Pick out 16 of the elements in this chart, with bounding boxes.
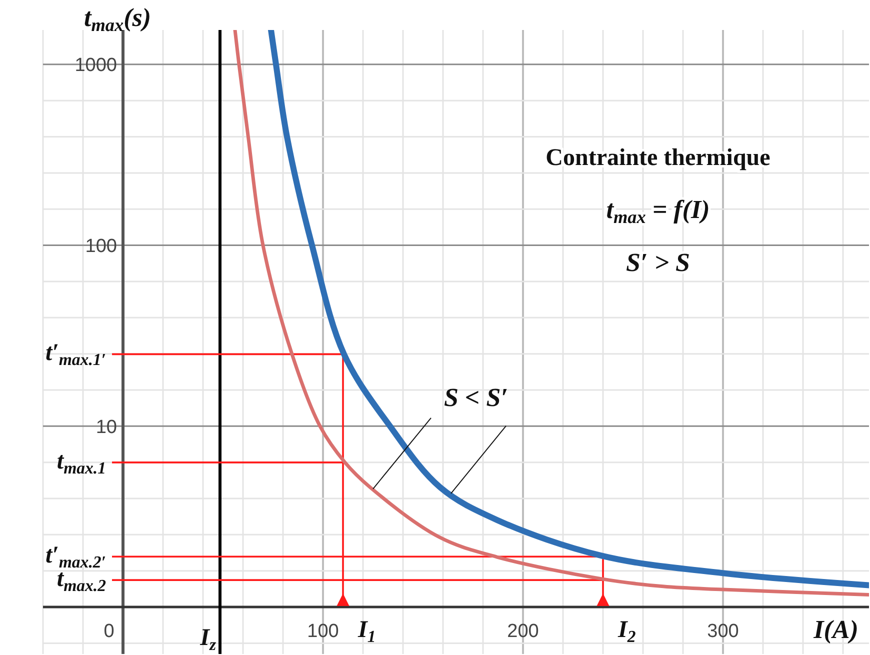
ref-line-label: I$_{1}$: [357, 617, 376, 646]
x-tick-label: 200: [507, 621, 539, 642]
ref-line-label: t$_{max.1}$: [56, 448, 106, 478]
annotation: Contrainte thermique: [546, 145, 771, 171]
ref-line-label: t′$_{max.1′}$: [45, 340, 106, 370]
ref-line-label: t′$_{max.2′}$: [45, 542, 106, 572]
x-tick-label: 100: [307, 621, 339, 642]
annotation: t$_{max}$ = f(I): [606, 195, 710, 228]
y-axis-title: t$_{max}$(s): [84, 3, 152, 36]
ref-line-label: I$_{2}$: [617, 617, 636, 646]
x-tick-label: 0: [104, 621, 114, 642]
annotation: S < S′: [444, 382, 508, 412]
x-axis-title: I(A): [812, 615, 858, 644]
x-tick-label: 300: [707, 621, 739, 642]
ref-line-label: I$_{z}$: [199, 625, 216, 654]
annotation: S′ > S: [626, 248, 690, 277]
